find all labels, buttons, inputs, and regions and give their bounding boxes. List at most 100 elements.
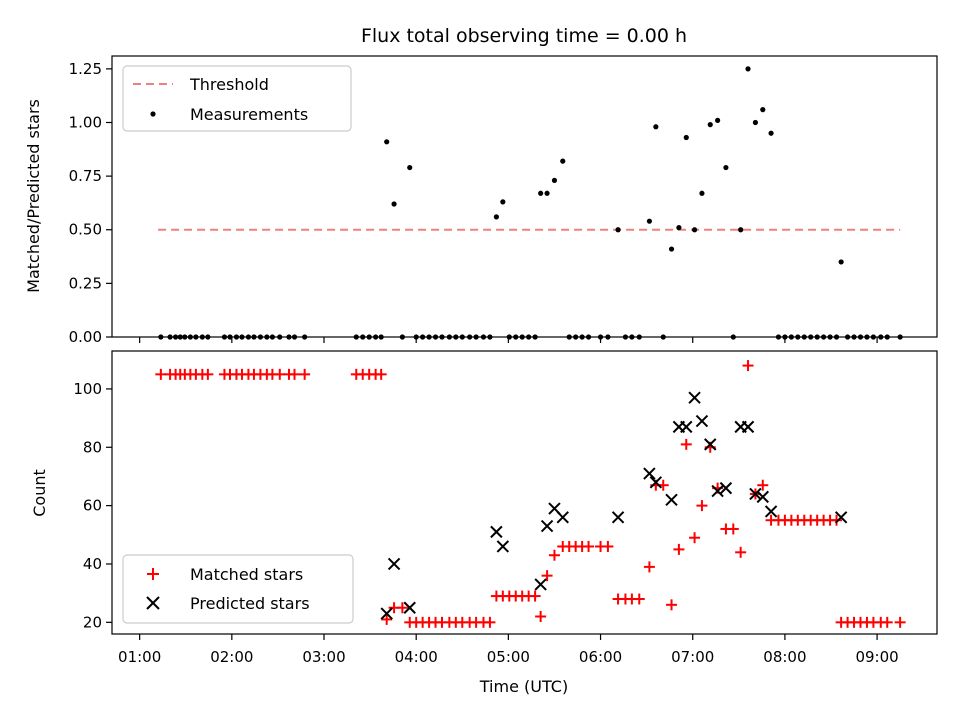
matched-stars-point — [673, 543, 685, 555]
predicted-stars-point — [688, 391, 701, 404]
predicted-stars-point — [387, 557, 401, 571]
measurements-point — [538, 190, 544, 196]
measurements-point — [707, 122, 713, 128]
y-tick-label: 1.00 — [69, 113, 102, 131]
x-tick-label: 03:00 — [302, 648, 345, 666]
measurements-point — [551, 177, 558, 184]
measurements-point — [768, 130, 774, 136]
threshold-legend-label: Threshold — [189, 75, 269, 94]
measurements-point — [745, 66, 751, 72]
top-legend: Threshold Measurements — [122, 65, 352, 132]
matched-stars-point — [742, 360, 754, 372]
measurements-point — [391, 201, 397, 207]
predicted-stars-point — [611, 511, 625, 524]
x-tick-label: 04:00 — [395, 648, 438, 666]
matched-legend-label: Matched stars — [190, 565, 303, 584]
measurements-point — [407, 164, 413, 171]
top-legend-box — [122, 65, 352, 132]
measurements-point — [723, 164, 729, 171]
predicted-stars-point — [649, 476, 663, 489]
matched-stars-point — [727, 523, 739, 535]
matched-stars-point — [831, 514, 843, 526]
top-ticks: 0.00 0.25 0.50 0.75 1.00 1.25 — [69, 60, 878, 346]
predicted-stars-point — [403, 601, 416, 614]
predicted-legend-swatch — [146, 596, 160, 610]
matched-stars-point — [155, 368, 167, 380]
measurements-point — [653, 124, 659, 130]
matched-stars-point — [894, 616, 906, 628]
matched-stars-point — [680, 438, 692, 450]
matched-stars-point — [602, 540, 614, 552]
predicted-stars-point — [834, 511, 848, 524]
matched-stars-point — [484, 616, 496, 628]
matched-stars-point — [633, 593, 645, 605]
measurements-point — [500, 199, 506, 205]
bottom-legend-box — [122, 554, 354, 624]
matched-legend-swatch — [147, 568, 159, 580]
predicted-stars-point — [749, 487, 762, 501]
measurements-point — [760, 107, 766, 113]
y-tick-label: 0.50 — [69, 221, 102, 239]
matched-stars-point — [529, 590, 541, 602]
chart-title: Flux total observing time = 0.00 h — [361, 25, 687, 47]
measurements-point — [738, 227, 744, 233]
matched-stars-point — [696, 500, 708, 512]
predicted-stars-point — [764, 505, 778, 518]
predicted-stars-point — [695, 414, 709, 428]
matched-stars-point — [735, 546, 747, 558]
measurements-point — [838, 259, 844, 265]
measurements-point — [493, 214, 499, 220]
measurements-legend-swatch — [150, 111, 156, 117]
predicted-stars-point — [380, 607, 393, 620]
measurements-legend-label: Measurements — [190, 105, 308, 124]
y-tick-label: 0.75 — [69, 167, 102, 185]
matched-stars-point — [643, 561, 655, 573]
measurements-point — [615, 227, 621, 233]
measurements-point — [752, 119, 759, 126]
bottom-ticks: 20 40 60 80 100 01:00 02:00 03:00 04:00 05:00 06:0… — [73, 380, 898, 666]
matched-stars-point — [202, 368, 214, 380]
y-tick-label: 0.25 — [69, 274, 102, 292]
y-tick-label: 1.25 — [69, 60, 102, 78]
predicted-stars-point — [704, 438, 717, 451]
y-tick-label: 80 — [83, 438, 102, 456]
bottom-plot-frame — [111, 350, 938, 635]
count-points — [155, 360, 906, 628]
y-tick-label: 20 — [83, 613, 102, 631]
y-tick-label: 0.00 — [69, 328, 102, 346]
predicted-stars-point — [556, 511, 569, 524]
predicted-stars-point — [665, 493, 678, 507]
y-tick-label: 40 — [83, 555, 102, 573]
matched-stars-point — [541, 570, 553, 582]
measurements-point — [560, 158, 566, 164]
predicted-stars-point — [711, 484, 724, 498]
x-tick-label: 02:00 — [210, 648, 253, 666]
measurements-point — [668, 246, 675, 252]
matched-stars-point — [289, 368, 301, 380]
measurements-point — [699, 190, 705, 196]
matched-stars-point — [548, 549, 560, 561]
measurements-point — [715, 117, 721, 123]
predicted-stars-point — [540, 519, 554, 533]
x-tick-label: 01:00 — [118, 648, 161, 666]
y-tick-label: 60 — [83, 497, 102, 515]
predicted-stars-point — [756, 490, 769, 504]
measurements-point — [683, 134, 689, 141]
matched-stars-point — [689, 532, 701, 544]
matched-stars-point — [381, 613, 393, 625]
predicted-stars-point — [741, 420, 755, 434]
matched-stars-point — [274, 368, 286, 380]
x-axis-label: Time (UTC) — [479, 677, 568, 696]
x-tick-label: 08:00 — [763, 648, 806, 666]
matched-stars-point — [299, 368, 311, 380]
matched-stars-point — [666, 599, 678, 611]
matched-stars-point — [535, 610, 547, 622]
measurements-point — [676, 225, 682, 231]
measurements-point — [384, 139, 390, 145]
measurements-point — [691, 227, 698, 233]
matched-stars-point — [757, 479, 769, 491]
x-tick-label: 09:00 — [855, 648, 898, 666]
matched-stars-point — [881, 616, 893, 628]
predicted-stars-point — [680, 420, 693, 434]
